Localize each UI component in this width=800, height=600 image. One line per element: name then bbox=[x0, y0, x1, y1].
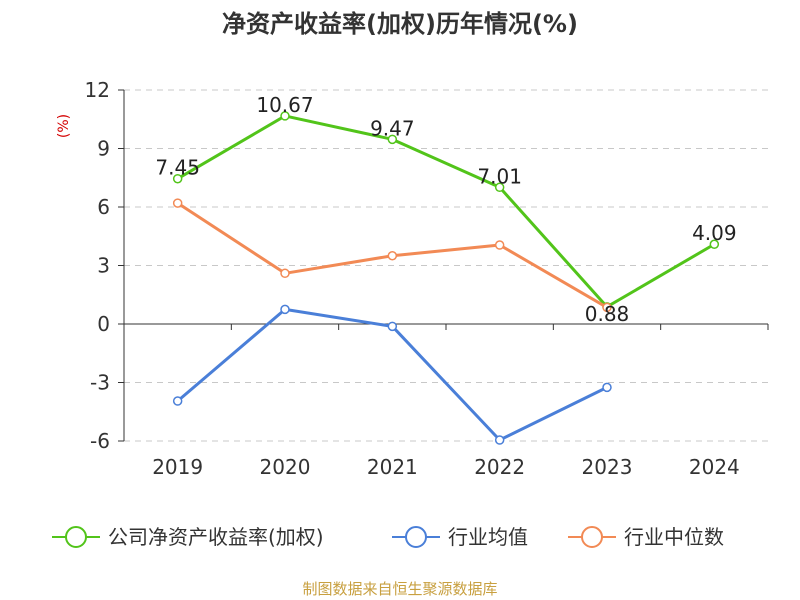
x-tick-label: 2022 bbox=[474, 455, 525, 479]
data-point bbox=[494, 435, 505, 445]
data-point bbox=[602, 302, 612, 313]
series-1 bbox=[172, 304, 612, 445]
data-point bbox=[387, 321, 398, 332]
y-tick-label: 9 bbox=[97, 137, 110, 161]
chart-title: 净资产收益率(加权)历年情况(%) bbox=[222, 10, 578, 38]
data-label: 0.88 bbox=[585, 302, 630, 326]
legend-label: 公司净资产收益率(加权) bbox=[108, 525, 324, 549]
grid-layer bbox=[124, 89, 768, 442]
data-point bbox=[172, 396, 183, 406]
legend-item-0[interactable]: 公司净资产收益率(加权) bbox=[52, 525, 324, 549]
data-point bbox=[387, 134, 398, 145]
series-layer bbox=[172, 111, 720, 445]
data-point bbox=[387, 251, 398, 261]
series-0 bbox=[172, 111, 720, 312]
y-tick-label: -3 bbox=[90, 371, 110, 395]
legend-item-2[interactable]: 行业中位数 bbox=[568, 525, 724, 549]
legend[interactable]: 公司净资产收益率(加权) 行业均值 行业中位数 bbox=[52, 525, 724, 549]
data-label: 4.09 bbox=[692, 221, 737, 245]
data-label: 7.45 bbox=[155, 156, 200, 180]
x-tick-label: 2023 bbox=[582, 455, 633, 479]
data-point bbox=[172, 173, 183, 184]
x-tick-label: 2024 bbox=[689, 455, 740, 479]
x-tick-label: 2021 bbox=[367, 455, 418, 479]
data-point bbox=[494, 182, 505, 193]
y-tick-label: 0 bbox=[97, 312, 110, 336]
x-tick-label: 2020 bbox=[260, 455, 311, 479]
data-point bbox=[494, 240, 505, 250]
legend-item-1[interactable]: 行业均值 bbox=[392, 525, 528, 549]
legend-marker bbox=[65, 526, 87, 548]
series-2 bbox=[172, 198, 612, 313]
series-line bbox=[176, 114, 716, 309]
legend-marker bbox=[581, 526, 603, 548]
legend-label: 行业中位数 bbox=[624, 525, 724, 549]
source-note: 制图数据来自恒生聚源数据库 bbox=[302, 580, 497, 598]
data-label: 7.01 bbox=[477, 164, 522, 188]
y-tick-label: 6 bbox=[97, 195, 110, 219]
y-tick-label: 3 bbox=[97, 254, 110, 278]
y-tick-label: 12 bbox=[85, 78, 110, 102]
legend-marker bbox=[405, 526, 427, 548]
x-tick-label: 2019 bbox=[152, 455, 203, 479]
data-label: 9.47 bbox=[370, 116, 415, 140]
y-tick-label: -6 bbox=[90, 429, 110, 453]
data-point bbox=[280, 304, 290, 315]
legend-label: 行业均值 bbox=[448, 525, 528, 549]
data-point bbox=[172, 198, 183, 208]
axis-layer: -6 -3 0 3 6 9 12 2019 2020 2021 2022 2023 2024 bbox=[85, 78, 769, 479]
data-point bbox=[602, 382, 612, 393]
data-label-layer: 7.45 10.67 9.47 7.01 0.88 4.09 bbox=[155, 93, 736, 326]
data-point bbox=[280, 268, 290, 279]
data-point bbox=[280, 111, 290, 121]
data-label: 10.67 bbox=[256, 93, 313, 117]
y-axis-unit-label: (%) bbox=[56, 114, 72, 138]
data-point bbox=[709, 239, 720, 249]
